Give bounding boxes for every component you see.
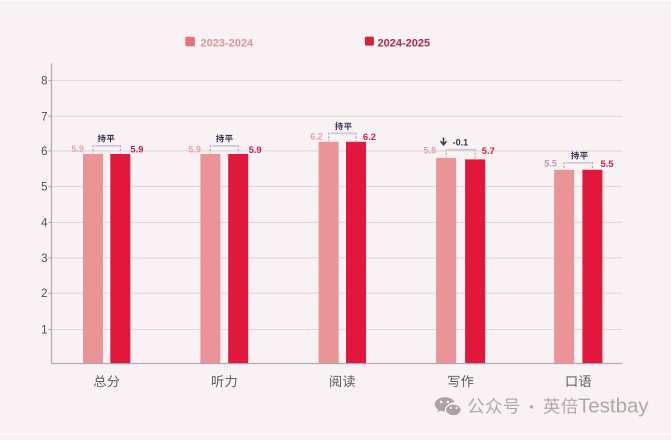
- svg-text:6.2: 6.2: [310, 132, 323, 142]
- svg-text:5.9: 5.9: [249, 144, 262, 155]
- svg-text:1: 1: [41, 325, 47, 337]
- svg-text:5.9: 5.9: [188, 144, 201, 154]
- svg-text:5.5: 5.5: [601, 158, 614, 169]
- svg-text:2023-2024: 2023-2024: [201, 37, 254, 49]
- svg-text:2024-2025: 2024-2025: [378, 37, 431, 49]
- svg-text:5.5: 5.5: [544, 158, 557, 168]
- svg-text:5.9: 5.9: [71, 144, 84, 154]
- svg-text:-0.1: -0.1: [453, 137, 469, 147]
- svg-text:6: 6: [41, 146, 47, 158]
- svg-text:8: 8: [41, 75, 47, 87]
- svg-text:5.9: 5.9: [130, 144, 143, 155]
- svg-text:7: 7: [41, 111, 47, 123]
- svg-text:6.2: 6.2: [363, 131, 376, 142]
- svg-text:5.8: 5.8: [424, 146, 437, 156]
- svg-text:5: 5: [41, 182, 47, 194]
- svg-text:Testbay: Testbay: [578, 395, 649, 418]
- svg-text:5.7: 5.7: [482, 145, 495, 156]
- svg-text:3: 3: [41, 253, 47, 265]
- svg-text:2: 2: [41, 288, 47, 300]
- svg-text:4: 4: [41, 217, 48, 229]
